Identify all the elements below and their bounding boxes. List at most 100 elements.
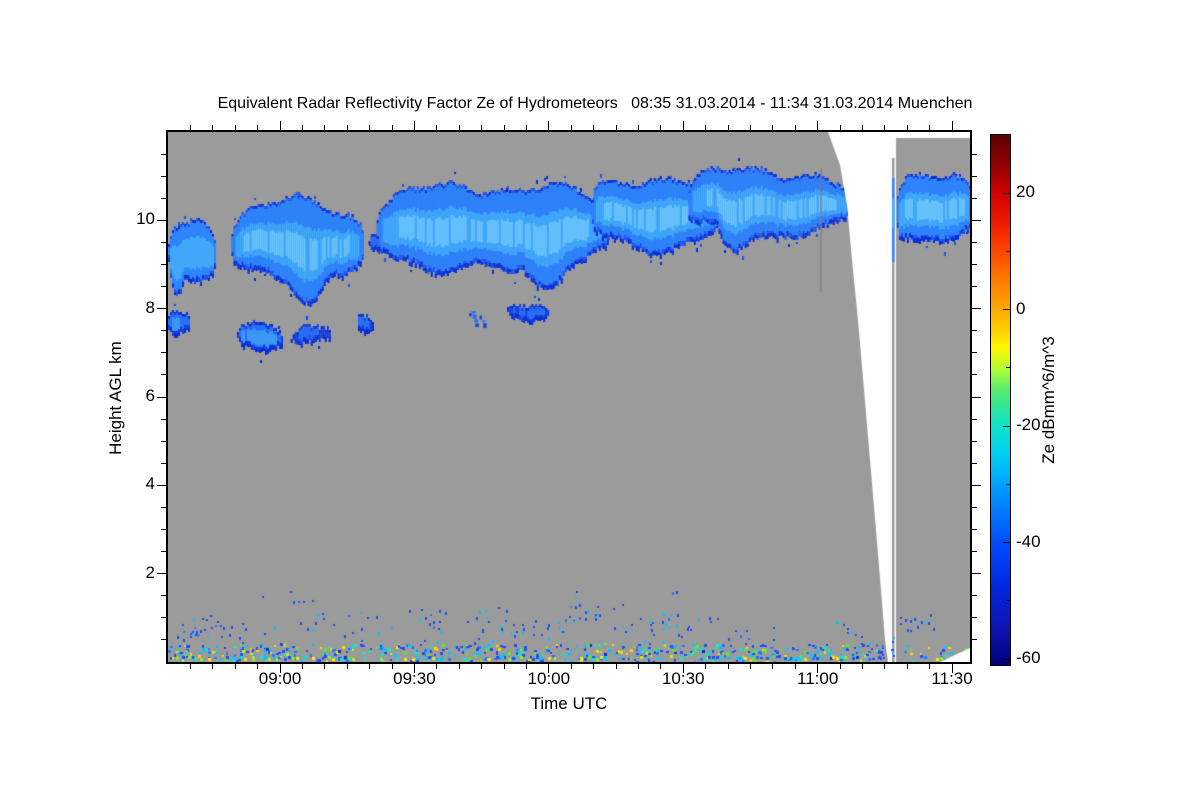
y-axis-minor-tick bbox=[161, 374, 166, 376]
y-axis-major-tick-right bbox=[972, 484, 981, 486]
x-axis-minor-tick bbox=[660, 664, 662, 669]
y-axis-minor-tick-right bbox=[972, 639, 977, 641]
x-axis-minor-tick bbox=[458, 664, 460, 669]
chart-title: Equivalent Radar Reflectivity Factor Ze … bbox=[217, 95, 973, 112]
x-axis-minor-tick-top bbox=[301, 125, 303, 130]
y-axis-major-tick-right bbox=[972, 573, 981, 575]
x-axis-major-tick bbox=[413, 664, 415, 673]
y-axis-minor-tick-right bbox=[972, 175, 977, 177]
x-axis-label: Time UTC bbox=[530, 694, 608, 713]
y-axis-minor-tick-right bbox=[972, 374, 977, 376]
y-axis-minor-tick bbox=[161, 595, 166, 597]
x-axis-minor-tick-top bbox=[861, 125, 863, 130]
y-axis-minor-tick bbox=[161, 529, 166, 530]
y-axis-minor-tick bbox=[161, 551, 166, 553]
y-axis-minor-tick-right bbox=[972, 153, 977, 155]
y-axis-minor-tick bbox=[161, 264, 166, 265]
y-axis-minor-tick bbox=[161, 153, 166, 155]
x-tick-label: 11:30 bbox=[931, 669, 973, 688]
colorbar-minor-tick bbox=[1006, 367, 1010, 369]
colorbar-major-tick bbox=[1003, 309, 1010, 311]
x-axis-minor-tick-top bbox=[884, 125, 886, 130]
y-axis-minor-tick bbox=[161, 330, 166, 332]
x-axis-major-tick-top bbox=[548, 121, 550, 130]
x-axis-minor-tick bbox=[772, 664, 774, 669]
colorbar-tick-label: 20 bbox=[1016, 182, 1035, 202]
y-tick-label: 10 bbox=[136, 209, 155, 229]
x-axis-minor-tick bbox=[369, 664, 371, 669]
plot-area bbox=[166, 130, 972, 664]
y-axis-minor-tick-right bbox=[972, 286, 977, 288]
y-axis-major-tick-right bbox=[972, 219, 981, 221]
x-axis-minor-tick-top bbox=[436, 125, 438, 130]
colorbar-major-tick bbox=[1003, 542, 1010, 544]
x-axis-minor-tick bbox=[884, 664, 886, 669]
x-axis-minor-tick bbox=[503, 664, 505, 669]
x-axis-minor-tick-top bbox=[458, 125, 460, 130]
x-axis-major-tick bbox=[548, 664, 550, 673]
x-axis-minor-tick-top bbox=[324, 125, 326, 130]
colorbar-minor-tick bbox=[1006, 483, 1010, 485]
y-axis-minor-tick bbox=[161, 197, 166, 199]
y-axis-major-tick-right bbox=[972, 396, 981, 398]
x-axis-minor-tick bbox=[727, 664, 729, 669]
x-axis-major-tick-top bbox=[413, 121, 415, 130]
x-axis-minor-tick bbox=[436, 664, 438, 669]
x-axis-minor-tick-top bbox=[234, 125, 236, 130]
y-axis-major-tick bbox=[157, 308, 166, 310]
y-axis-minor-tick bbox=[161, 639, 166, 641]
colorbar-tick-label: -40 bbox=[1016, 531, 1041, 551]
y-axis-minor-tick bbox=[161, 175, 166, 177]
colorbar-tick-label: 0 bbox=[1016, 298, 1026, 318]
colorbar-major-tick bbox=[1003, 658, 1010, 660]
colorbar-major-tick bbox=[1003, 425, 1010, 427]
x-axis-minor-tick-top bbox=[525, 125, 527, 130]
x-axis-minor-tick bbox=[839, 664, 841, 669]
x-axis-major-tick-top bbox=[682, 121, 684, 130]
x-axis-minor-tick-top bbox=[839, 125, 841, 130]
colorbar-tick-label: -20 bbox=[1016, 415, 1041, 435]
x-axis-minor-tick bbox=[525, 664, 527, 669]
x-axis-minor-tick-top bbox=[481, 125, 483, 130]
x-axis-minor-tick bbox=[861, 664, 863, 669]
x-axis-minor-tick bbox=[906, 664, 908, 669]
x-axis-minor-tick-top bbox=[189, 125, 191, 130]
x-axis-minor-tick bbox=[324, 664, 326, 669]
y-axis-major-tick bbox=[157, 219, 166, 221]
x-axis-minor-tick-top bbox=[391, 125, 393, 130]
x-axis-minor-tick bbox=[346, 664, 348, 669]
x-axis-minor-tick bbox=[257, 664, 259, 669]
x-axis-minor-tick-top bbox=[257, 125, 259, 130]
y-axis-minor-tick-right bbox=[972, 551, 977, 553]
x-axis-major-tick bbox=[951, 664, 953, 673]
y-axis-minor-tick-right bbox=[972, 264, 977, 265]
y-axis-minor-tick bbox=[161, 462, 166, 464]
y-tick-label: 4 bbox=[145, 474, 155, 494]
x-tick-label: 09:30 bbox=[393, 669, 436, 688]
x-axis-major-tick bbox=[279, 664, 281, 673]
y-axis-minor-tick bbox=[161, 617, 166, 619]
x-axis-minor-tick bbox=[929, 664, 931, 669]
x-axis-minor-tick bbox=[794, 664, 796, 669]
y-tick-label: 6 bbox=[145, 386, 155, 405]
x-axis-minor-tick-top bbox=[794, 125, 796, 130]
x-axis-minor-tick bbox=[212, 664, 214, 669]
x-axis-minor-tick-top bbox=[369, 125, 371, 130]
y-axis-minor-tick bbox=[161, 418, 166, 420]
y-axis-minor-tick bbox=[161, 440, 166, 442]
x-axis-minor-tick bbox=[570, 664, 572, 669]
x-axis-minor-tick-top bbox=[772, 125, 774, 130]
x-axis-minor-tick bbox=[637, 664, 639, 669]
y-axis-major-tick bbox=[157, 484, 166, 486]
x-axis-minor-tick-top bbox=[929, 125, 931, 130]
x-axis-minor-tick bbox=[391, 664, 393, 669]
colorbar-gradient bbox=[990, 134, 1011, 666]
y-axis-minor-tick-right bbox=[972, 418, 977, 420]
x-axis-minor-tick-top bbox=[906, 125, 908, 130]
x-axis-minor-tick bbox=[749, 664, 751, 669]
y-axis-minor-tick-right bbox=[972, 352, 977, 354]
x-axis-minor-tick bbox=[301, 664, 303, 669]
y-axis-major-tick bbox=[157, 396, 166, 398]
y-axis-major-tick bbox=[157, 573, 166, 575]
x-axis-minor-tick-top bbox=[660, 125, 662, 130]
